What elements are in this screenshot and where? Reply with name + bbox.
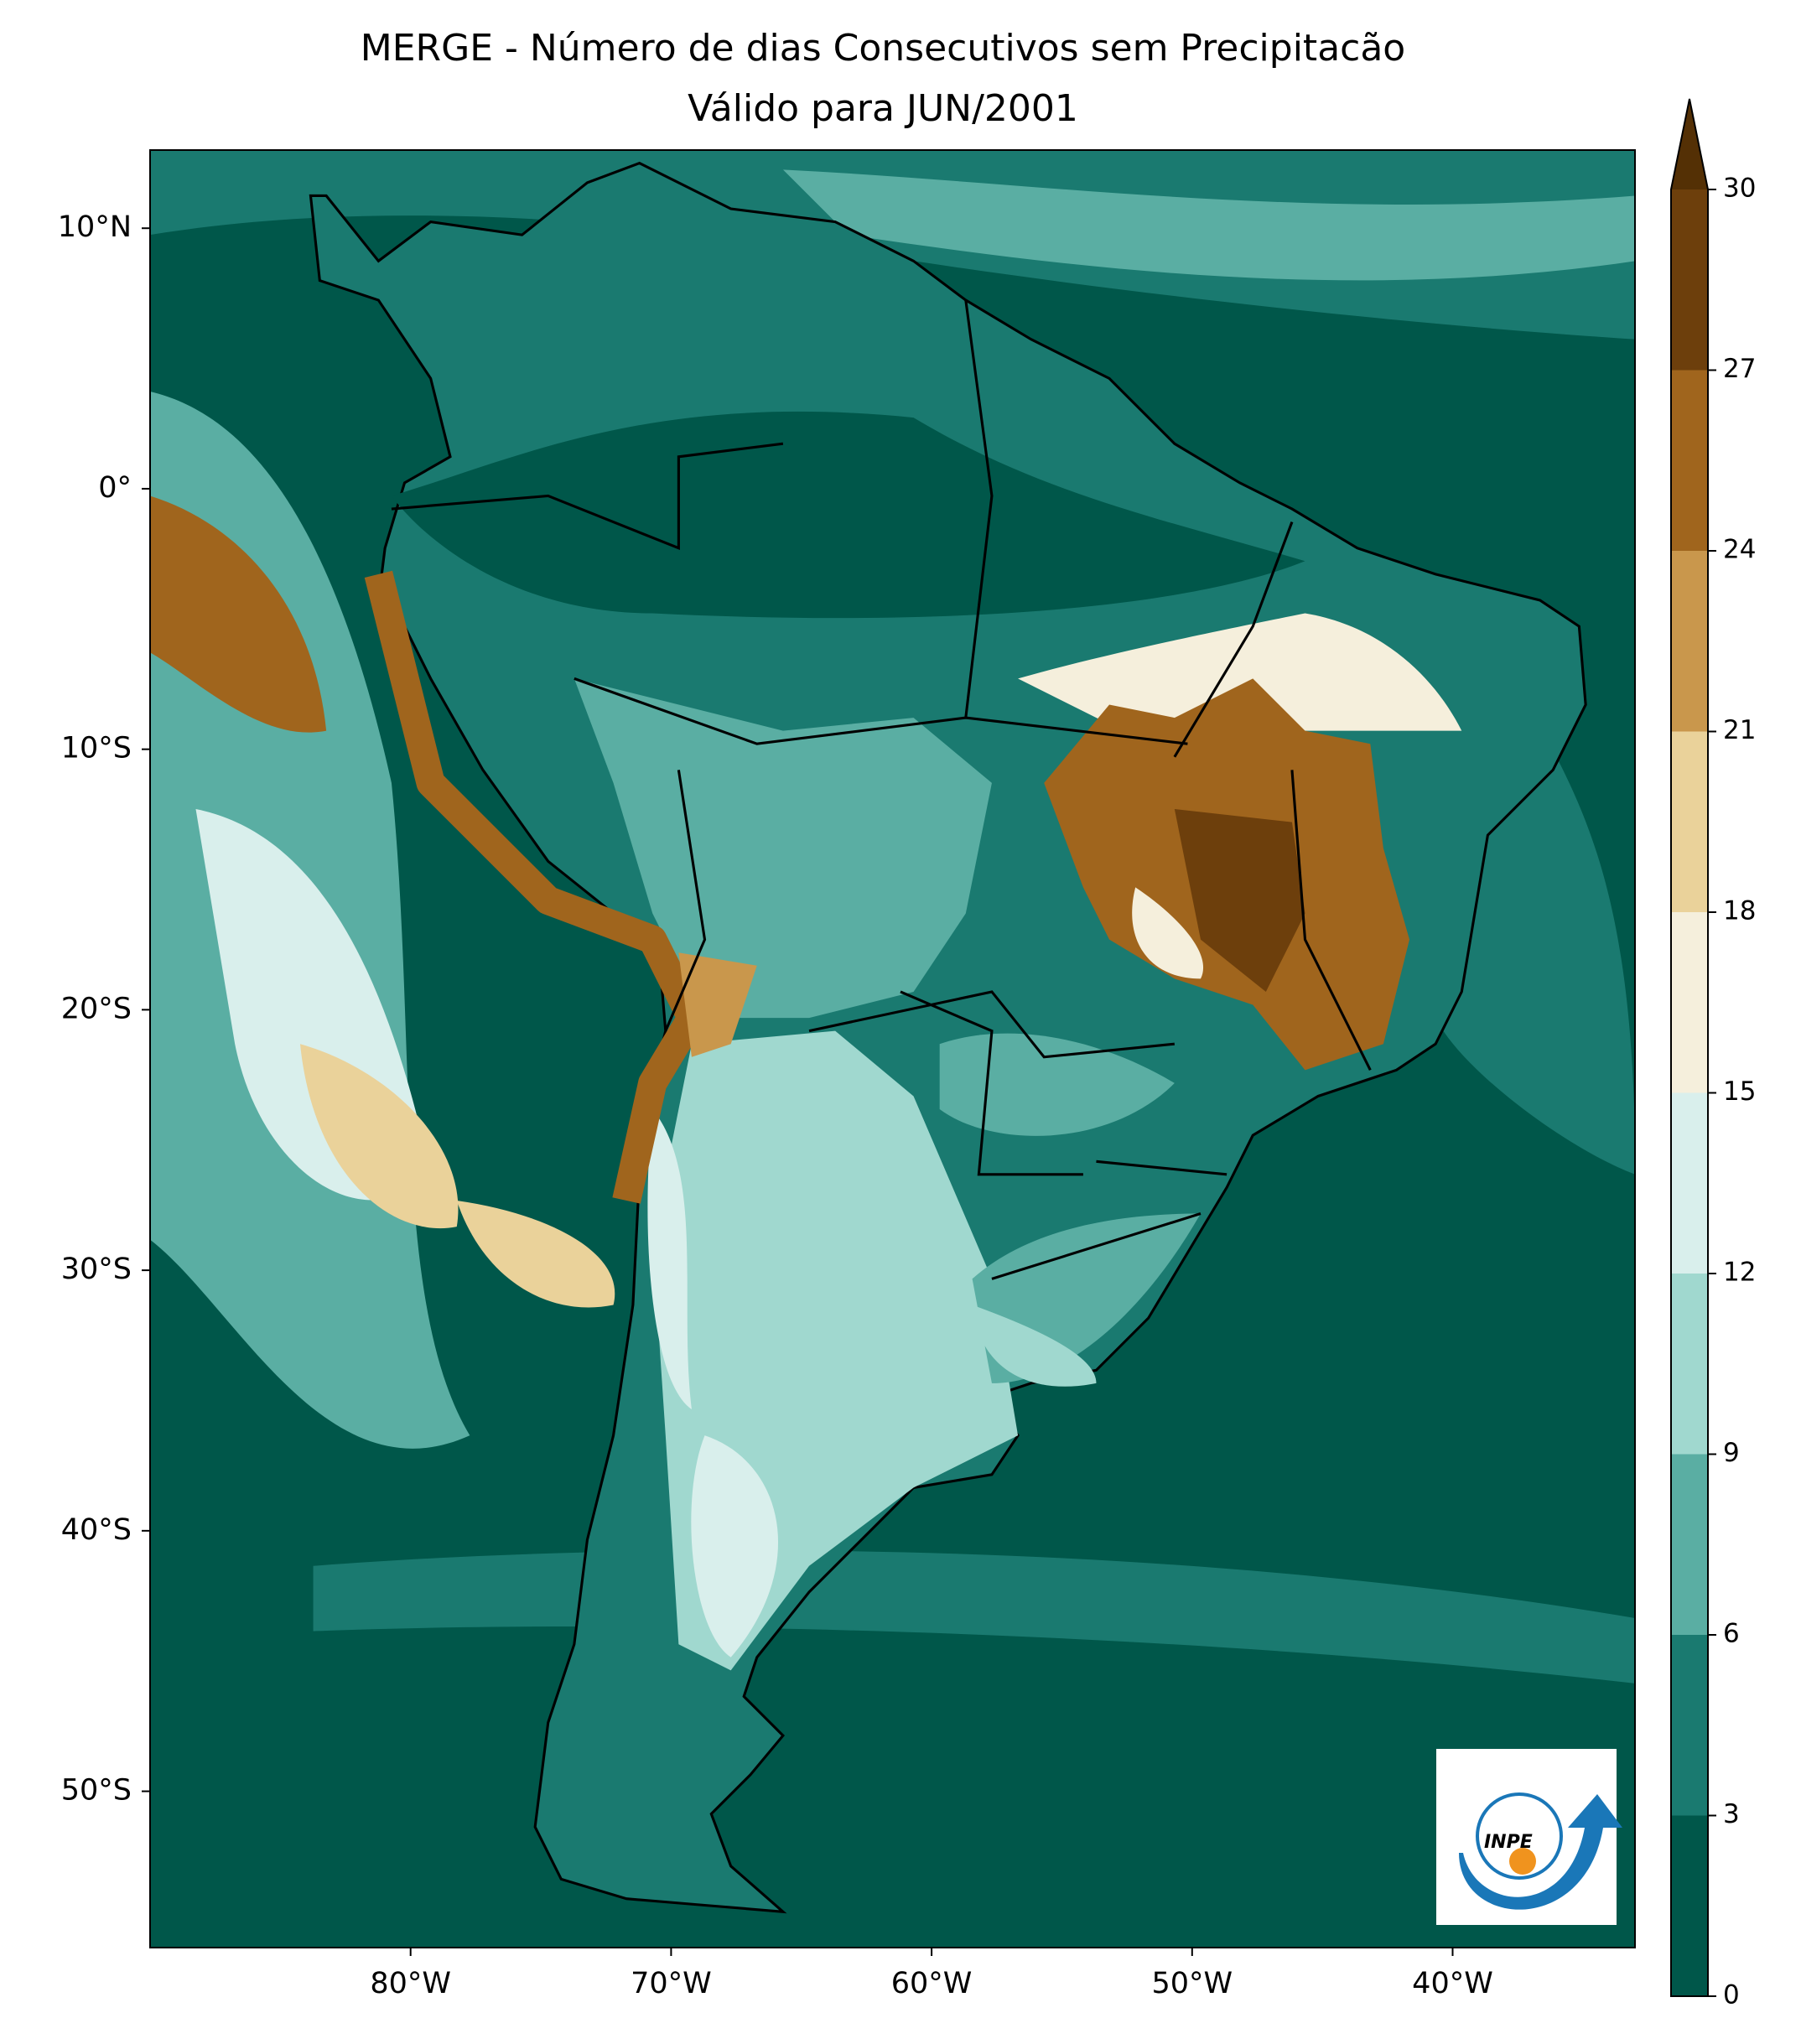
colorbar-segment: [1671, 1454, 1708, 1635]
colorbar-frame: [1670, 98, 1709, 1997]
colorbar-tick-label: 21: [1723, 715, 1756, 745]
colorbar-segment: [1671, 1274, 1708, 1455]
colorbar-segment: [1671, 1092, 1708, 1274]
x-tick-label: 50°W: [1151, 1967, 1233, 2000]
title-line: MERGE - Número de dias Consecutivos sem …: [361, 27, 1405, 70]
x-tick-label: 70°W: [631, 1967, 712, 2000]
colorbar-segment: [1671, 731, 1708, 912]
colorbar-segment: [1671, 1815, 1708, 1996]
logo-dot: [1509, 1848, 1536, 1875]
x-tick-label: 60°W: [891, 1967, 973, 2000]
y-tick-label: 30°S: [61, 1253, 132, 1286]
y-tick-label: 10°S: [61, 732, 132, 765]
title-line: Válido para JUN/2001: [688, 87, 1078, 130]
colorbar-tick-label: 27: [1723, 354, 1756, 384]
colorbar-segment: [1671, 370, 1708, 551]
logo-ring: [1476, 1792, 1563, 1880]
colorbar: 0 3 6 9 12 15 18 21 24 27 30: [1670, 98, 1756, 2010]
colorbar-segment: [1671, 1635, 1708, 1816]
axes: 80°W 70°W 60°W 50°W 40°W 10°N 0° 10°S 20°S 30°S 40…: [58, 210, 1493, 2000]
colorbar-segment: [1671, 189, 1708, 371]
colorbar-tick-label: 12: [1723, 1258, 1756, 1288]
y-tick-label: 50°S: [61, 1774, 132, 1808]
map-field: [150, 150, 1635, 1948]
colorbar-extend: [1671, 99, 1708, 189]
colorbar-tick-label: 15: [1723, 1076, 1756, 1107]
map-frame: [149, 149, 1636, 1948]
colorbar-tick-label: 24: [1723, 535, 1756, 565]
colorbar-tick-label: 0: [1723, 1980, 1740, 2010]
y-tick-label: 0°: [98, 471, 132, 505]
logo-arrow: [1459, 1794, 1622, 1910]
x-tick-label: 40°W: [1412, 1967, 1493, 2000]
colorbar-segment: [1671, 912, 1708, 1093]
colorbar-tick-label: 3: [1723, 1799, 1740, 1829]
colorbar-tick-label: 6: [1723, 1619, 1740, 1649]
colorbar-segment: [1671, 551, 1708, 732]
y-tick-label: 10°N: [58, 210, 132, 244]
logo-text: INPE: [1484, 1832, 1533, 1853]
y-tick-label: 20°S: [61, 992, 132, 1025]
x-tick-label: 80°W: [370, 1967, 451, 2000]
colorbar-tick-label: 18: [1723, 896, 1756, 926]
colorbar-tick-label: 9: [1723, 1438, 1740, 1468]
y-tick-label: 40°S: [61, 1513, 132, 1547]
colorbar-tick-label: 30: [1723, 174, 1756, 204]
